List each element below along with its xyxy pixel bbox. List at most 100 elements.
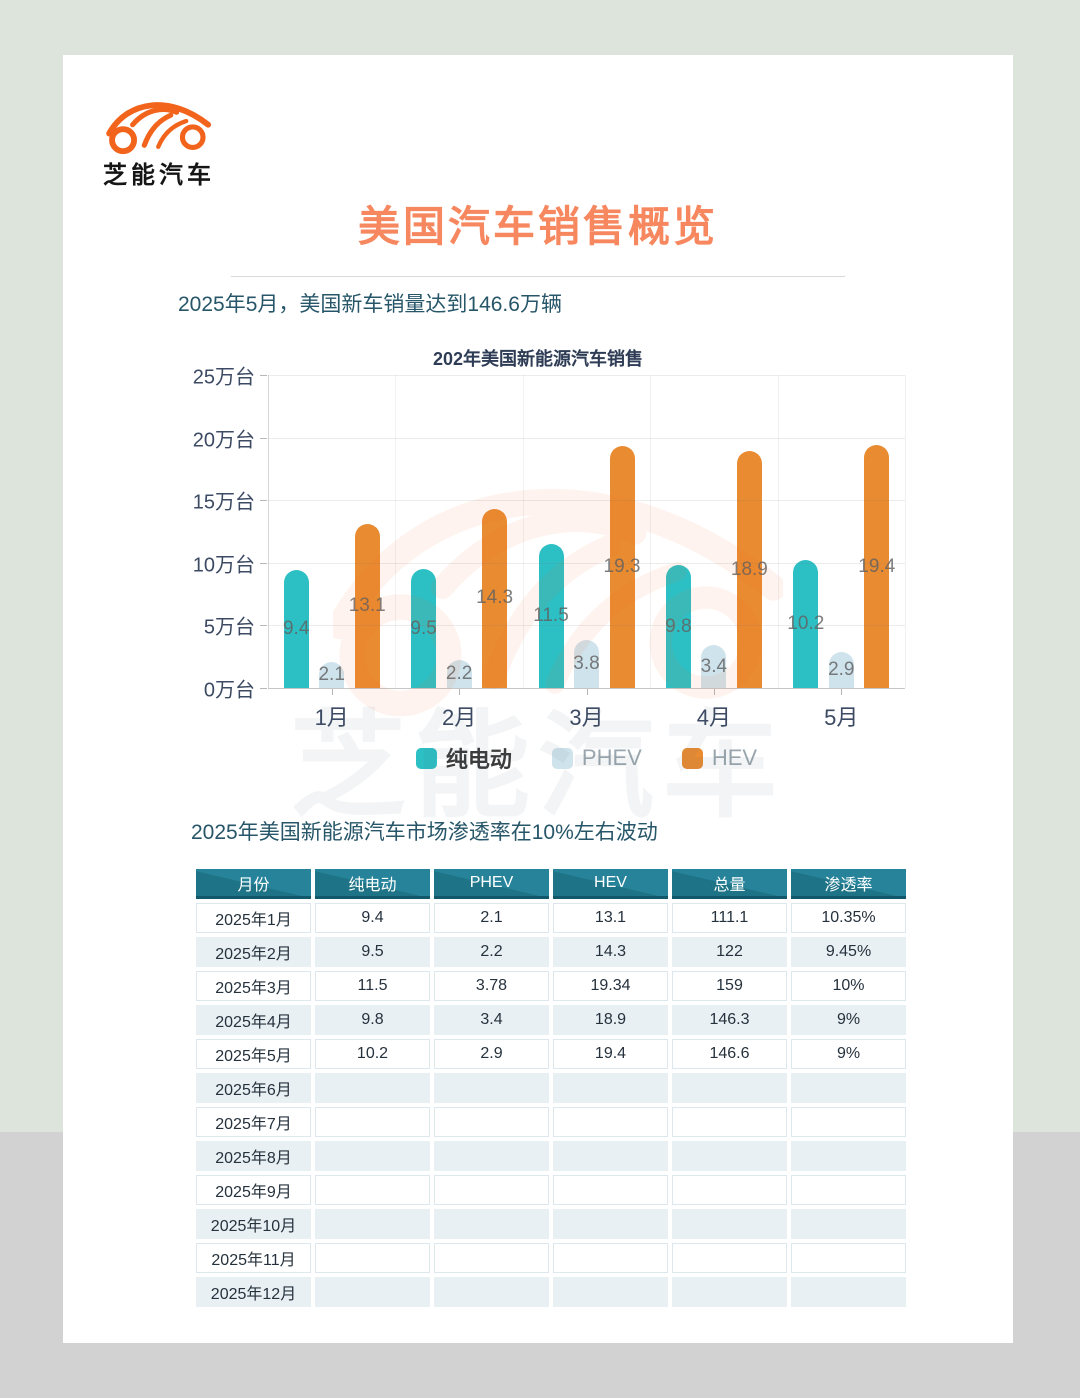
table-cell: 159 — [672, 971, 787, 1001]
table-cell — [672, 1243, 787, 1273]
legend-item-PHEV: PHEV — [551, 745, 642, 771]
table-cell: 2025年7月 — [196, 1107, 311, 1137]
report-card: 芝能汽车 美国汽车销售概览 2025年5月，美国新车销量达到146.6万辆 20… — [63, 55, 1013, 1343]
y-axis-tick-mark — [260, 375, 267, 376]
y-axis-tick-label: 15万台 — [192, 491, 255, 514]
x-axis-category-label: 4月 — [696, 705, 732, 730]
table-cell: 9.8 — [315, 1005, 430, 1035]
bar-value-label: 2.2 — [445, 663, 473, 685]
bar-value-label: 14.3 — [476, 587, 514, 609]
table-cell — [791, 1073, 906, 1103]
y-axis-tick-mark — [260, 562, 267, 564]
y-axis-tick-label: 20万台 — [192, 429, 255, 452]
table-head: 月份 纯电动 PHEV HEV 总量 渗透率 — [196, 869, 906, 899]
table-cell: 111.1 — [672, 903, 787, 933]
horizontal-gridline — [268, 437, 905, 439]
table-cell — [434, 1107, 549, 1137]
table-cell — [315, 1243, 430, 1273]
x-axis-tick-mark — [586, 689, 588, 695]
chart-bar-PHEV — [828, 651, 854, 688]
table-cell: 3.78 — [434, 971, 549, 1001]
horizontal-gridline — [268, 375, 905, 376]
intro-text: 2025年5月，美国新车销量达到146.6万辆 — [178, 293, 562, 316]
legend-label: HEV — [711, 745, 758, 770]
chart-bar-PHEV — [574, 640, 599, 688]
table-header-row: 月份 纯电动 PHEV HEV 总量 渗透率 — [196, 869, 906, 899]
table-cell — [791, 1243, 906, 1273]
chart-bar-纯电动 — [793, 560, 819, 688]
chart-bar-HEV — [609, 446, 635, 688]
vertical-gridline — [905, 375, 906, 688]
chart-bar-纯电动 — [665, 565, 691, 688]
table-cell — [672, 1141, 787, 1171]
x-axis-tick-mark — [331, 689, 333, 695]
table-cell: 9% — [791, 1039, 906, 1069]
chart-bar-HEV — [482, 508, 508, 688]
y-axis-tick-label: 0万台 — [203, 679, 255, 702]
table-cell: 13.1 — [553, 903, 668, 933]
bar-value-label: 13.1 — [348, 594, 386, 616]
legend-item-纯电动: 纯电动 — [415, 742, 512, 774]
table-row: 2025年4月 9.8 3.4 18.9 146.3 9% — [196, 1005, 906, 1035]
table-cell — [434, 1073, 549, 1103]
legend-label: PHEV — [581, 745, 642, 770]
table-cell: 146.6 — [672, 1039, 787, 1069]
brand-name: 芝能汽车 — [103, 162, 215, 189]
chart-bar-PHEV — [319, 661, 345, 688]
table-cell — [434, 1277, 549, 1307]
chart-legend: 纯电动 PHEV HEV — [268, 742, 905, 774]
legend-swatch-icon — [415, 747, 437, 769]
table-cell — [553, 1141, 668, 1171]
section-heading: 2025年美国新能源汽车市场渗透率在10%左右波动 — [191, 821, 658, 844]
chart-bar-纯电动 — [538, 544, 564, 688]
x-axis-category-label: 3月 — [569, 705, 604, 730]
brand-car-logo-icon — [106, 102, 212, 155]
legend-label: 纯电动 — [445, 747, 512, 772]
bar-value-label: 19.3 — [603, 556, 641, 578]
ev-sales-chart: 202年美国新能源汽车销售 芝能汽车 纯电动 PHEV HEV 0万台 5万台 10万台… — [63, 340, 1013, 831]
column-header: 总量 — [672, 869, 787, 899]
table-cell — [672, 1277, 787, 1307]
x-axis-tick-mark — [841, 689, 843, 695]
table-cell: 2.1 — [434, 903, 549, 933]
table-cell: 10.35% — [791, 903, 906, 933]
y-axis-tick-mark — [260, 625, 267, 627]
monthly-sales-table: 月份 纯电动 PHEV HEV 总量 渗透率 2025年1月 9.4 2.1 13.1 111.1… — [192, 865, 910, 1311]
table-cell: 10.2 — [315, 1039, 430, 1069]
table-cell — [553, 1107, 668, 1137]
table-cell — [434, 1175, 549, 1205]
table-cell: 18.9 — [553, 1005, 668, 1035]
table-cell: 2025年12月 — [196, 1277, 311, 1307]
horizontal-gridline — [268, 562, 905, 564]
table-cell: 146.3 — [672, 1005, 787, 1035]
column-header: HEV — [553, 869, 668, 899]
bar-value-label: 11.5 — [533, 605, 569, 626]
legend-swatch-icon — [681, 747, 703, 769]
table-cell: 11.5 — [315, 971, 430, 1001]
table-cell: 9.5 — [315, 937, 430, 967]
vertical-gridline — [522, 375, 524, 688]
x-axis-category-label: 5月 — [824, 705, 859, 730]
horizontal-gridline — [268, 625, 905, 627]
page-title: 美国汽车销售概览 — [357, 203, 718, 250]
table-row: 2025年3月 11.5 3.78 19.34 159 10% — [196, 971, 906, 1001]
bar-value-label: 9.4 — [282, 618, 310, 640]
bar-value-label: 3.4 — [700, 655, 728, 677]
vertical-gridline — [650, 375, 652, 688]
x-axis-category-label: 1月 — [314, 705, 349, 730]
legend-item-HEV: HEV — [681, 745, 758, 771]
table-body: 2025年1月 9.4 2.1 13.1 111.1 10.35% 2025年2月 9.5 2.… — [196, 903, 906, 1307]
y-axis-line — [268, 375, 269, 688]
chart-bar-PHEV — [701, 645, 727, 688]
chart-bar-HEV — [736, 451, 762, 688]
table-cell — [672, 1107, 787, 1137]
horizontal-gridline — [268, 500, 905, 502]
table-cell — [315, 1209, 430, 1239]
table-cell — [672, 1175, 787, 1205]
table-cell — [315, 1107, 430, 1137]
chart-bar-HEV — [864, 445, 890, 688]
y-axis-tick-mark — [260, 500, 267, 502]
table-row: 2025年10月 — [196, 1209, 906, 1239]
column-header: 纯电动 — [315, 869, 430, 899]
bar-value-label: 18.9 — [730, 558, 768, 580]
